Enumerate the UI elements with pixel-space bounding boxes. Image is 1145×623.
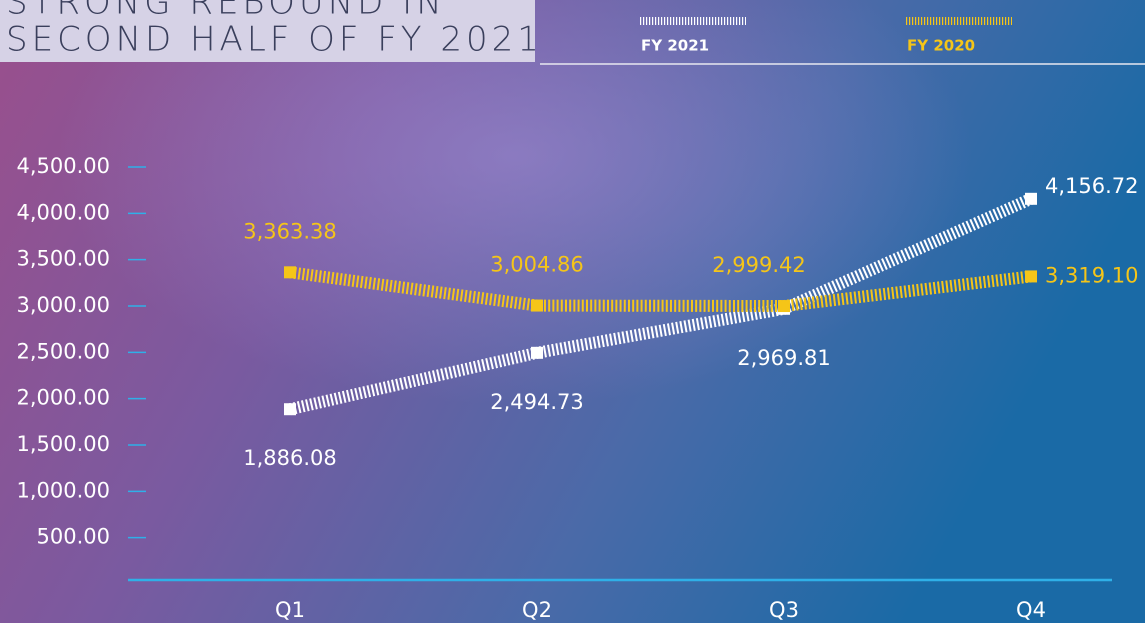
y-tick-label: 1,000.00	[16, 478, 110, 502]
data-label: 1,886.08	[243, 446, 337, 470]
y-tick-label: 500.00	[37, 525, 110, 549]
y-tick-label: 1,500.00	[16, 432, 110, 456]
point-marker	[284, 403, 296, 416]
point-marker	[1025, 192, 1037, 205]
y-tick-label: 3,000.00	[16, 293, 110, 317]
data-label: 2,969.81	[737, 346, 831, 370]
data-label: 2,494.73	[490, 390, 584, 414]
point-marker	[1025, 270, 1037, 283]
legend-label: FY 2021	[641, 37, 709, 55]
y-tick-label: 2,500.00	[16, 339, 110, 363]
point-marker	[531, 346, 543, 359]
x-tick-label: Q4	[1016, 598, 1046, 622]
x-tick-label: Q3	[769, 598, 799, 622]
data-label: 3,319.10	[1045, 263, 1139, 287]
data-label: 3,363.38	[243, 219, 337, 243]
data-label: 2,999.42	[712, 253, 806, 277]
x-tick-label: Q1	[275, 598, 305, 622]
point-marker	[778, 300, 790, 313]
legend-label: FY 2020	[907, 37, 975, 55]
y-tick-label: 2,000.00	[16, 386, 110, 410]
series-line	[288, 193, 1034, 416]
chart-title: SECOND HALF OF FY 2021	[6, 20, 543, 60]
data-label: 3,004.86	[490, 253, 584, 277]
chart-title: STRONG REBOUND IN	[6, 0, 446, 23]
y-tick-label: 4,500.00	[16, 154, 110, 178]
title-box	[0, 0, 535, 62]
point-marker	[531, 299, 543, 312]
y-tick-label: 3,500.00	[16, 247, 110, 271]
data-label: 4,156.72	[1045, 174, 1139, 198]
x-tick-label: Q2	[522, 598, 552, 622]
point-marker	[284, 266, 296, 279]
y-tick-label: 4,000.00	[16, 200, 110, 224]
